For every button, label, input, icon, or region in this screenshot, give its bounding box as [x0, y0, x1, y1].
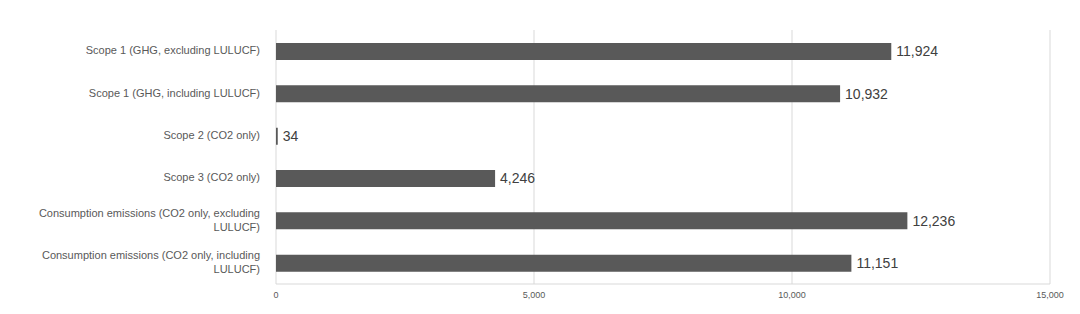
svg-text:Consumption emissions (CO2 onl: Consumption emissions (CO2 only, excludi…: [39, 206, 260, 232]
svg-text:10,932: 10,932: [845, 86, 888, 102]
svg-text:10,000: 10,000: [778, 290, 806, 300]
svg-text:12,236: 12,236: [912, 213, 955, 229]
svg-text:11,924: 11,924: [896, 43, 938, 59]
svg-text:34: 34: [283, 128, 299, 144]
svg-text:Scope 2 (CO2 only): Scope 2 (CO2 only): [163, 129, 260, 141]
svg-text:11,151: 11,151: [856, 255, 898, 271]
svg-text:15,000: 15,000: [1036, 290, 1064, 300]
svg-text:5,000: 5,000: [523, 290, 546, 300]
svg-text:Scope 1 (GHG, excluding LULUCF: Scope 1 (GHG, excluding LULUCF): [86, 44, 260, 56]
svg-text:0: 0: [273, 290, 278, 300]
svg-text:Scope 1 (GHG, including LULUCF: Scope 1 (GHG, including LULUCF): [89, 86, 260, 98]
svg-text:Consumption emissions (CO2 onl: Consumption emissions (CO2 only, includi…: [42, 249, 260, 275]
svg-text:Scope 3 (CO2 only): Scope 3 (CO2 only): [163, 171, 260, 183]
svg-text:4,246: 4,246: [500, 170, 535, 186]
